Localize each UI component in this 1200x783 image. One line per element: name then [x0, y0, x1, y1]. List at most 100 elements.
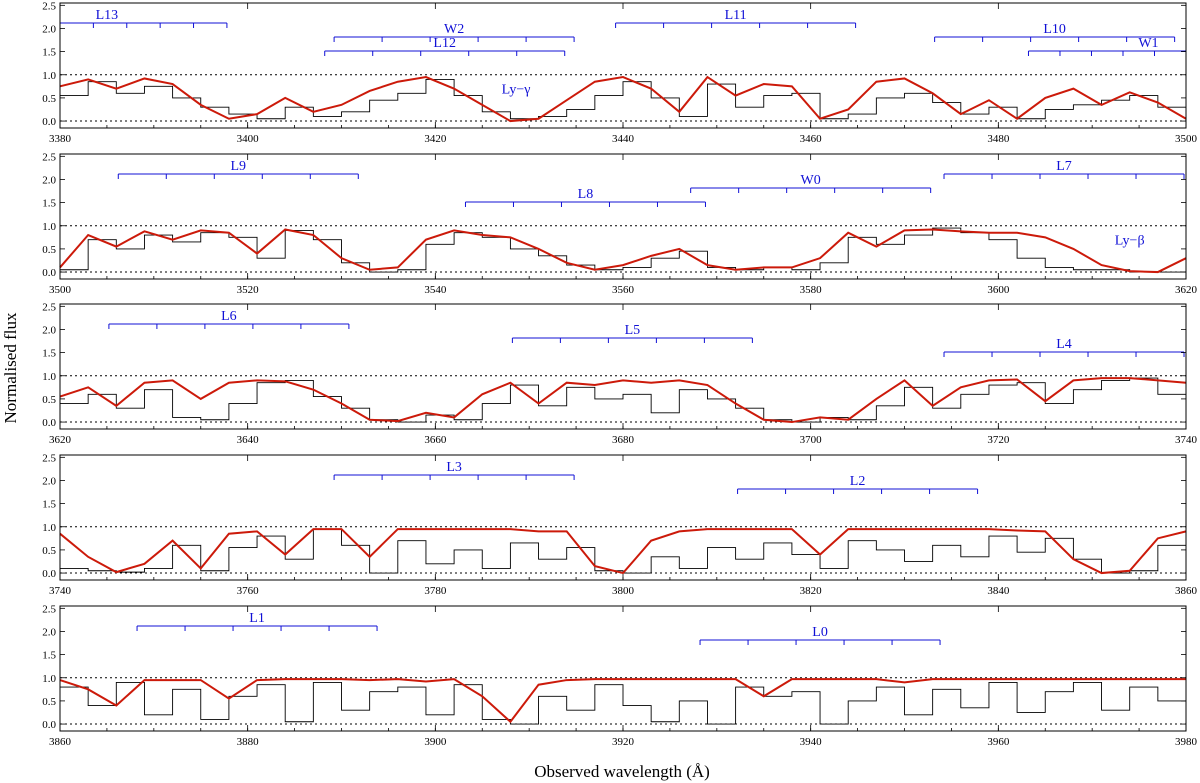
y-tick-label: 2.5 [42, 452, 56, 464]
y-tick-label: 0.0 [42, 116, 56, 128]
system-label: L0 [812, 625, 828, 640]
system-label: L10 [1043, 22, 1066, 37]
y-tick-label: 2.0 [42, 475, 56, 487]
y-tick-label: 0.5 [42, 244, 56, 256]
system-label: L7 [1056, 159, 1072, 174]
y-axis-label: Normalised flux [1, 312, 20, 423]
system-label: L9 [231, 159, 247, 174]
panel-4: L1 L0 0.0 0.5 1.0 1.5 2.0 2.5 3860 3880 3900 3920 39… [42, 603, 1197, 748]
x-tick-label: 3440 [612, 133, 635, 145]
y-tick-label: 2.5 [42, 603, 56, 615]
system-label: L2 [850, 474, 866, 489]
x-tick-label: 3620 [49, 434, 72, 446]
x-tick-label: 3640 [237, 434, 260, 446]
panel-frame [59, 153, 1187, 280]
x-tick-label: 3500 [49, 284, 72, 296]
y-tick-label: 1.0 [42, 673, 56, 685]
system-label: L3 [446, 460, 462, 475]
y-tick-label: 2.0 [42, 23, 56, 35]
model-fit [59, 377, 1187, 424]
x-tick-label: 3520 [237, 284, 260, 296]
y-tick-label: 1.5 [42, 499, 56, 511]
x-tick-label: 3980 [1175, 736, 1198, 748]
system-label: W2 [444, 22, 464, 37]
panel-1: L9 W0 L8 L7 Ly−β 0.0 0.5 1.0 1.5 2.0 2.5 3500 3520 35… [42, 151, 1197, 296]
y-tick-label: 0.5 [42, 93, 56, 105]
system-label: L1 [249, 611, 265, 626]
y-tick-label: 1.5 [42, 47, 56, 59]
system-label: L6 [221, 309, 237, 324]
x-tick-label: 3920 [612, 736, 635, 748]
system-label: L12 [433, 36, 456, 51]
y-tick-label: 0.5 [42, 394, 56, 406]
x-tick-label: 3580 [800, 284, 823, 296]
x-tick-label: 3740 [49, 585, 72, 597]
x-tick-label: 3420 [424, 133, 447, 145]
model-fit [59, 678, 1186, 724]
x-tick-label: 3560 [612, 284, 635, 296]
x-tick-label: 3500 [1175, 133, 1198, 145]
x-tick-label: 3880 [237, 736, 260, 748]
y-tick-label: 0.0 [42, 417, 56, 429]
panel-2: L6 L5 L4 0.0 0.5 1.0 1.5 2.0 2.5 3620 3640 3660 3680… [42, 301, 1197, 446]
x-tick-label: 3720 [987, 434, 1010, 446]
x-tick-label: 3960 [987, 736, 1010, 748]
x-axis-label: Observed wavelength (Å) [534, 762, 710, 781]
panel-3: L3 L2 0.0 0.5 1.0 1.5 2.0 2.5 3740 3760 3780 3800 38… [42, 452, 1197, 597]
x-tick-label: 3680 [612, 434, 635, 446]
system-label: W0 [801, 173, 821, 188]
model-fit [59, 228, 1187, 274]
x-tick-label: 3760 [237, 585, 260, 597]
x-tick-label: 3940 [800, 736, 823, 748]
x-tick-label: 3700 [800, 434, 823, 446]
x-tick-label: 3460 [800, 133, 823, 145]
x-tick-label: 3620 [1175, 284, 1198, 296]
y-tick-label: 0.5 [42, 696, 56, 708]
system-label: L8 [578, 187, 594, 202]
y-tick-label: 2.0 [42, 626, 56, 638]
x-tick-label: 3840 [987, 585, 1010, 597]
observed-spectrum [60, 377, 1187, 423]
x-tick-label: 3900 [424, 736, 447, 748]
lyman-label: Ly−β [1115, 233, 1145, 248]
y-tick-label: 2.0 [42, 324, 56, 336]
y-tick-label: 2.0 [42, 174, 56, 186]
y-tick-label: 0.5 [42, 545, 56, 557]
lyman-label: Ly−γ [502, 82, 531, 97]
y-tick-label: 1.0 [42, 371, 56, 383]
observed-spectrum [60, 681, 1187, 725]
x-tick-label: 3660 [424, 434, 447, 446]
x-tick-label: 3820 [800, 585, 823, 597]
x-tick-label: 3740 [1175, 434, 1198, 446]
x-tick-label: 3600 [987, 284, 1010, 296]
y-tick-label: 1.5 [42, 650, 56, 662]
y-tick-label: 1.0 [42, 522, 56, 534]
y-tick-label: 2.5 [42, 0, 56, 12]
system-label: W1 [1138, 36, 1158, 51]
system-label: L4 [1056, 337, 1072, 352]
y-tick-label: 2.5 [42, 301, 56, 313]
x-tick-label: 3780 [424, 585, 447, 597]
y-tick-label: 2.5 [42, 151, 56, 163]
observed-spectrum [60, 528, 1187, 574]
y-tick-label: 1.0 [42, 221, 56, 233]
y-tick-label: 0.0 [42, 719, 56, 731]
x-tick-label: 3800 [612, 585, 635, 597]
x-tick-label: 3540 [424, 284, 447, 296]
model-fit [59, 528, 1187, 575]
system-label: L13 [96, 8, 119, 23]
y-tick-label: 1.5 [42, 348, 56, 360]
system-label: L5 [625, 323, 641, 338]
y-tick-label: 1.0 [42, 70, 56, 82]
x-tick-label: 3860 [1175, 585, 1198, 597]
x-tick-label: 3380 [49, 133, 72, 145]
x-tick-label: 3400 [237, 133, 260, 145]
observed-spectrum [60, 78, 1187, 120]
model-fit [59, 75, 1187, 123]
y-tick-label: 0.0 [42, 568, 56, 580]
y-tick-label: 0.0 [42, 267, 56, 279]
x-tick-label: 3480 [987, 133, 1010, 145]
